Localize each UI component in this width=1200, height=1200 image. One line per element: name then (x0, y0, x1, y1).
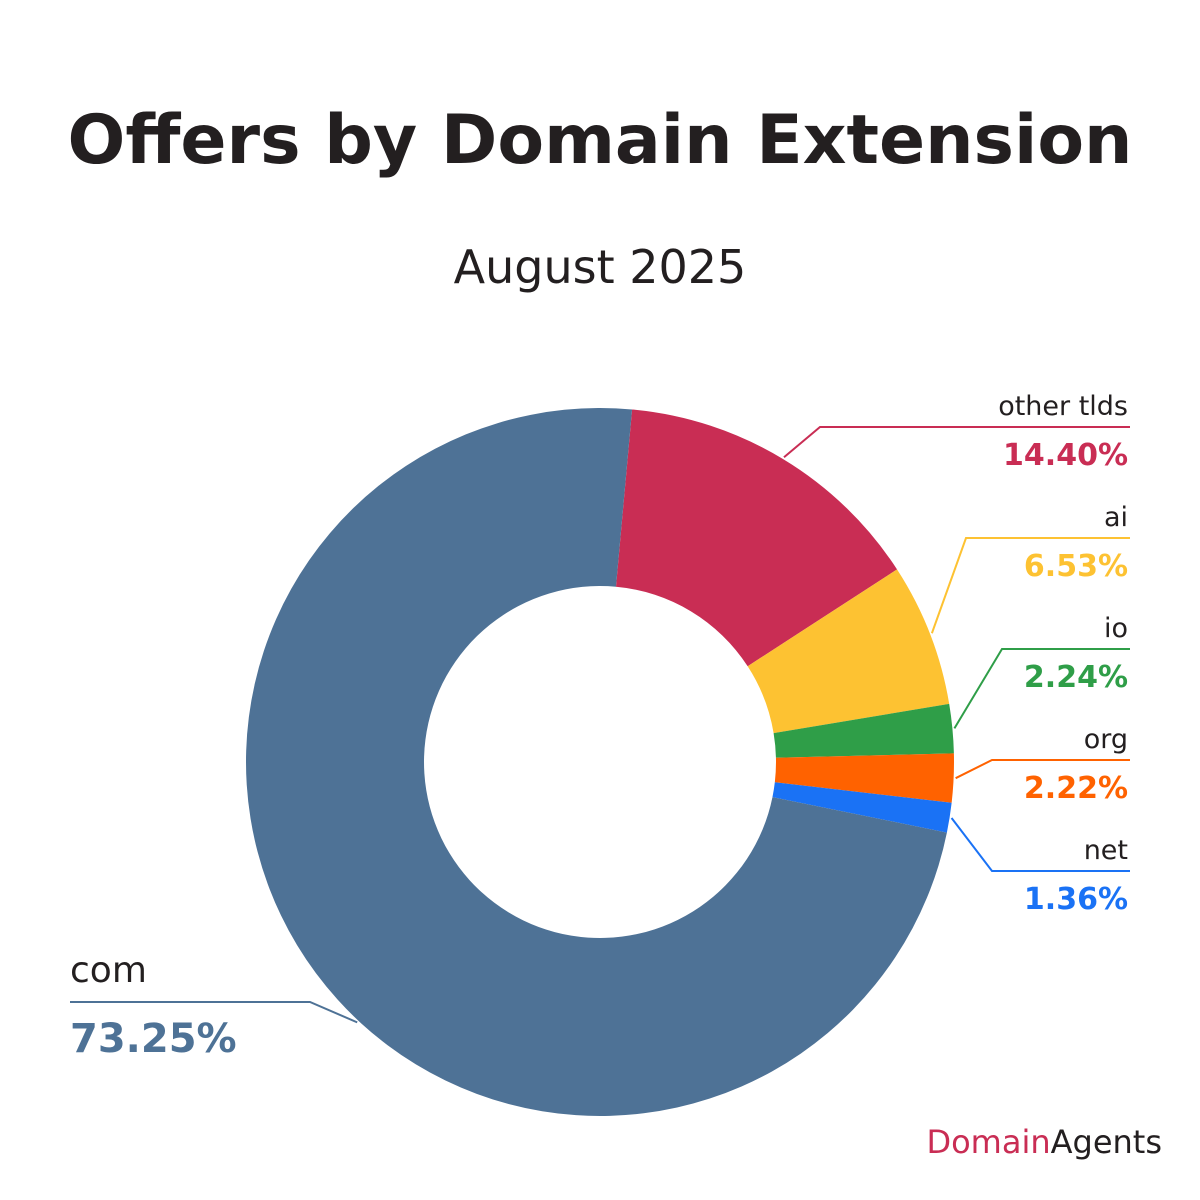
slice-io (773, 703, 954, 758)
slice-other-tlds (615, 409, 898, 667)
chart-subtitle: August 2025 (454, 240, 747, 294)
value-org: 2.22% (1024, 771, 1128, 806)
leader-line-net (950, 817, 1130, 872)
value-io: 2.24% (1024, 660, 1128, 695)
value-net: 1.36% (1024, 882, 1128, 917)
leader-line-com (70, 1001, 358, 1024)
slice-ai (747, 569, 950, 734)
slice-net (772, 782, 952, 833)
label-other-tlds: other tlds (998, 391, 1128, 422)
slice-com (245, 408, 947, 1116)
leader-line-other-tlds (783, 426, 1130, 458)
value-ai: 6.53% (1024, 549, 1128, 584)
label-org: org (1084, 724, 1128, 755)
brand-logo: DomainAgents (926, 1123, 1162, 1161)
label-net: net (1084, 835, 1128, 866)
brand-part-1: Domain (926, 1123, 1050, 1161)
label-com: com (70, 950, 147, 991)
value-other-tlds: 14.40% (1003, 438, 1128, 473)
brand-part-2: Agents (1051, 1123, 1162, 1161)
labels-group: other tlds 14.40% ai 6.53% io 2.24% org 2.22% ne… (70, 391, 1130, 1062)
slice-org (774, 753, 954, 803)
leader-line-io (953, 648, 1130, 729)
label-io: io (1104, 613, 1128, 644)
slices-group (245, 408, 954, 1116)
chart-title: Offers by Domain Extension (68, 101, 1133, 180)
leader-line-ai (930, 537, 1130, 634)
label-ai: ai (1104, 502, 1128, 533)
leader-line-org (955, 759, 1130, 780)
value-com: 73.25% (70, 1016, 237, 1062)
